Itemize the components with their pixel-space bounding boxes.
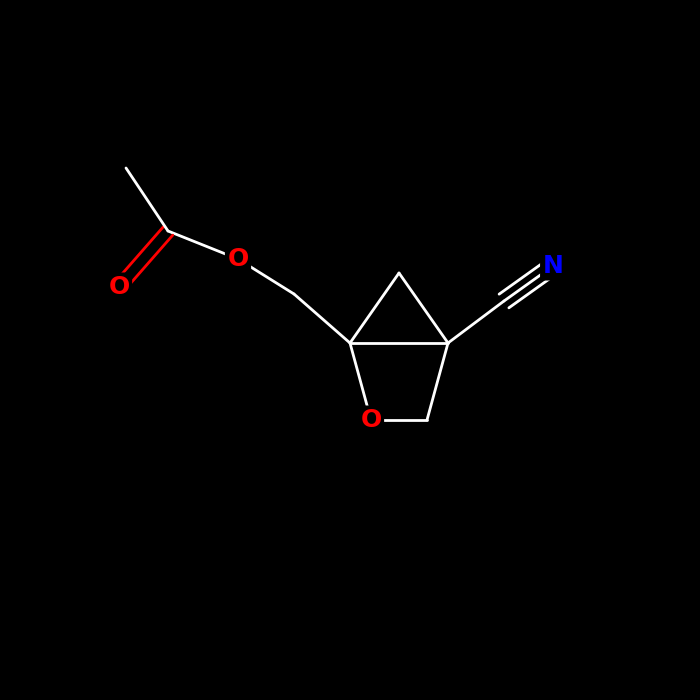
Text: O: O bbox=[228, 247, 248, 271]
Text: O: O bbox=[108, 275, 130, 299]
Text: O: O bbox=[360, 408, 382, 432]
Text: N: N bbox=[542, 254, 564, 278]
